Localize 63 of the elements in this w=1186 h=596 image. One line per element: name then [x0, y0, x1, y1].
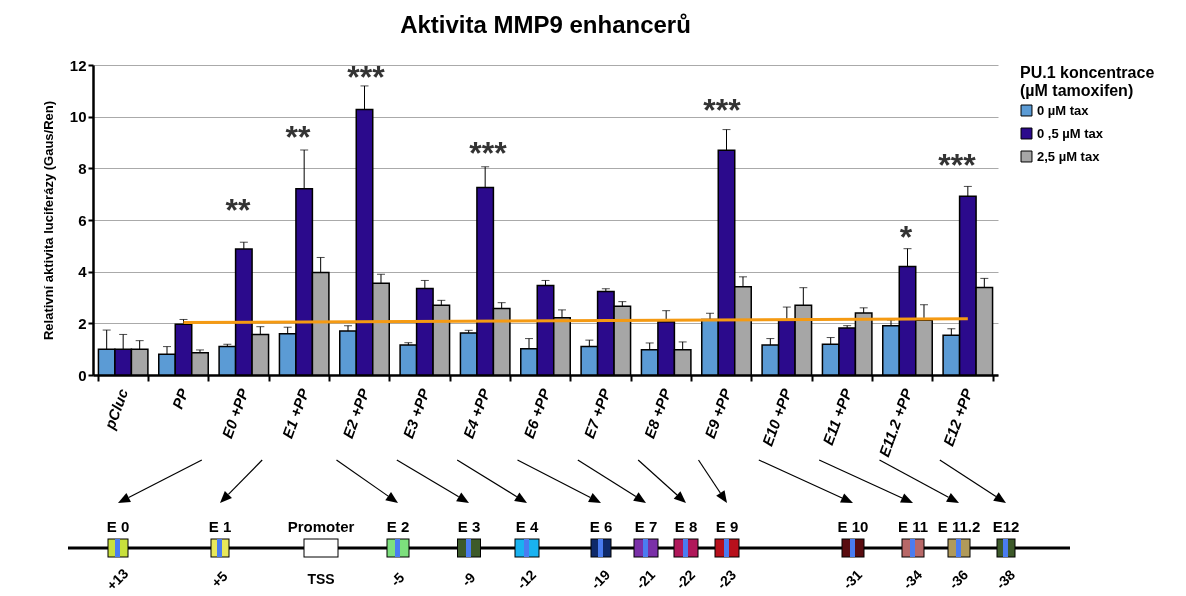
y-tick-label: 0 — [78, 366, 87, 384]
y-tick-label: 2 — [78, 314, 87, 332]
text: E 3 — [457, 518, 481, 535]
text: E 8 — [674, 518, 698, 535]
text: E 4 — [515, 518, 539, 535]
text: Promoter — [287, 518, 355, 535]
x-tick-label: E0 +PP — [218, 385, 253, 441]
text: -12 — [513, 566, 540, 593]
text: +5 — [207, 567, 231, 591]
text: E 1 — [208, 518, 232, 535]
text: -31 — [839, 566, 866, 593]
text: -9 — [458, 569, 479, 590]
text: -36 — [945, 566, 972, 593]
annotation: *** — [938, 147, 977, 183]
text: E 7 — [634, 518, 658, 535]
text: -19 — [587, 566, 614, 593]
text: -23 — [713, 566, 740, 593]
text: -38 — [992, 566, 1019, 593]
annotation: * — [899, 219, 913, 255]
text: E 9 — [715, 518, 739, 535]
text: -34 — [899, 566, 926, 593]
x-tick-label: E3 +PP — [399, 385, 434, 441]
x-tick-label: E11 +PP — [819, 385, 856, 448]
x-tick-label: E11.2 +PP — [875, 385, 916, 459]
x-tick-label: E9 +PP — [701, 385, 735, 441]
chart-title: Aktivita MMP9 enhancerů — [400, 11, 691, 38]
annotation: *** — [703, 92, 742, 128]
text: E 11 — [897, 518, 929, 535]
text: -21 — [632, 566, 659, 593]
legend-label: 0 µM tax — [1037, 102, 1090, 118]
x-tick-label: E8 +PP — [640, 385, 675, 441]
text: E 0 — [106, 518, 130, 535]
x-tick-label: E12 +PP — [939, 385, 977, 449]
text: E 2 — [386, 518, 410, 535]
x-tick-label: E2 +PP — [339, 385, 373, 441]
y-tick-label: 8 — [78, 159, 87, 177]
legend-title: PU.1 koncentrace (µM tamoxifen) — [1020, 64, 1155, 99]
x-tick-label: PP — [168, 385, 192, 412]
annotation: ** — [225, 192, 251, 228]
legend-label: 2,5 µM tax — [1037, 148, 1101, 164]
x-tick-label: E4 +PP — [459, 385, 494, 441]
y-tick-label: 4 — [78, 263, 88, 281]
legend-label: 0 ,5 µM tax — [1037, 125, 1104, 141]
text: E 10 — [837, 518, 869, 535]
y-tick-label: 10 — [69, 108, 87, 126]
annotation: *** — [347, 59, 386, 95]
text: E12 — [992, 518, 1020, 535]
x-tick-label: E1 +PP — [278, 385, 313, 441]
text: TSS — [307, 571, 335, 587]
text: E 6 — [589, 518, 613, 535]
text: +13 — [103, 565, 132, 594]
y-axis-title: Relativní aktivita luciferázy (Gaus/Ren) — [40, 100, 56, 341]
y-tick-label: 6 — [78, 211, 87, 229]
x-tick-label: pCluc — [100, 385, 132, 433]
y-tick-label: 12 — [69, 56, 87, 74]
annotation: *** — [469, 135, 508, 171]
x-tick-label: E7 +PP — [580, 385, 615, 441]
text: -22 — [672, 566, 699, 593]
x-tick-label: E10 +PP — [758, 385, 796, 449]
text: E 11.2 — [937, 518, 981, 535]
annotation: ** — [285, 119, 311, 155]
text: -5 — [387, 569, 408, 590]
x-tick-label: E6 +PP — [520, 385, 554, 441]
